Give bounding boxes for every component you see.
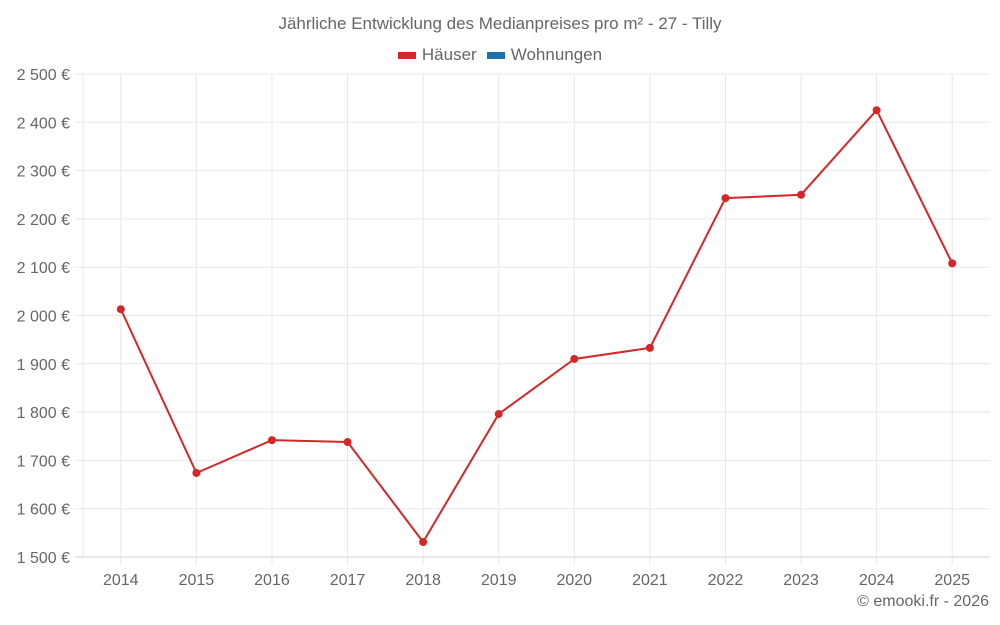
y-tick-label: 2 200 € <box>17 212 70 229</box>
legend-item-wohnungen[interactable]: Wohnungen <box>486 45 603 65</box>
y-tick-label: 2 400 € <box>17 115 70 132</box>
data-point[interactable] <box>494 410 503 419</box>
x-axis: 2014 2015 2016 2017 2018 2019 2020 2021 2022 2023… <box>103 572 970 589</box>
y-tick-label: 2 000 € <box>17 309 70 326</box>
data-point[interactable] <box>645 343 654 352</box>
series-line <box>119 109 954 543</box>
x-tick-label: 2021 <box>632 572 668 589</box>
y-tick-label: 1 800 € <box>17 405 70 422</box>
y-tick-label: 1 700 € <box>17 453 70 470</box>
data-point[interactable] <box>267 436 276 445</box>
x-tick-label: 2025 <box>934 572 970 589</box>
legend-item-haeuser[interactable]: Häuser <box>397 45 477 65</box>
credit-text: © emooki.fr - 2026 <box>857 593 989 610</box>
data-point[interactable] <box>570 354 579 363</box>
x-tick-label: 2017 <box>330 572 366 589</box>
data-point[interactable] <box>797 190 806 199</box>
x-tick-label: 2024 <box>859 572 895 589</box>
y-tick-label: 1 900 € <box>17 357 70 374</box>
legend-swatch-wohnungen-icon <box>486 51 505 59</box>
y-tick-label: 1 500 € <box>17 550 70 567</box>
x-tick-label: 2015 <box>179 572 215 589</box>
chart-title: Jährliche Entwicklung des Medianpreises … <box>278 14 722 33</box>
data-point[interactable] <box>948 259 957 268</box>
x-tick-label: 2014 <box>103 572 139 589</box>
y-axis: 1 500 € 1 600 € 1 700 € 1 800 € 1 900 € 2 000… <box>17 67 70 567</box>
x-tick-label: 2022 <box>708 572 744 589</box>
legend: Häuser Wohnungen <box>0 45 1000 65</box>
y-tick-label: 2 500 € <box>17 67 70 84</box>
data-point[interactable] <box>192 468 201 477</box>
x-tick-label: 2018 <box>405 572 441 589</box>
data-point[interactable] <box>872 106 881 115</box>
series-haeuser <box>116 106 957 547</box>
y-tick-label: 2 300 € <box>17 164 70 181</box>
legend-swatch-haeuser-icon <box>397 51 416 59</box>
data-point[interactable] <box>116 305 125 314</box>
y-tick-label: 1 600 € <box>17 502 70 519</box>
gridlines <box>75 73 990 565</box>
x-tick-label: 2019 <box>481 572 517 589</box>
x-tick-label: 2016 <box>254 572 290 589</box>
legend-label-wohnungen: Wohnungen <box>510 45 603 64</box>
legend-label-haeuser: Häuser <box>421 45 477 64</box>
y-tick-label: 2 100 € <box>17 260 70 277</box>
data-point[interactable] <box>343 438 352 447</box>
data-point[interactable] <box>419 538 428 547</box>
x-tick-label: 2020 <box>556 572 592 589</box>
x-tick-label: 2023 <box>783 572 819 589</box>
data-point[interactable] <box>721 194 730 203</box>
